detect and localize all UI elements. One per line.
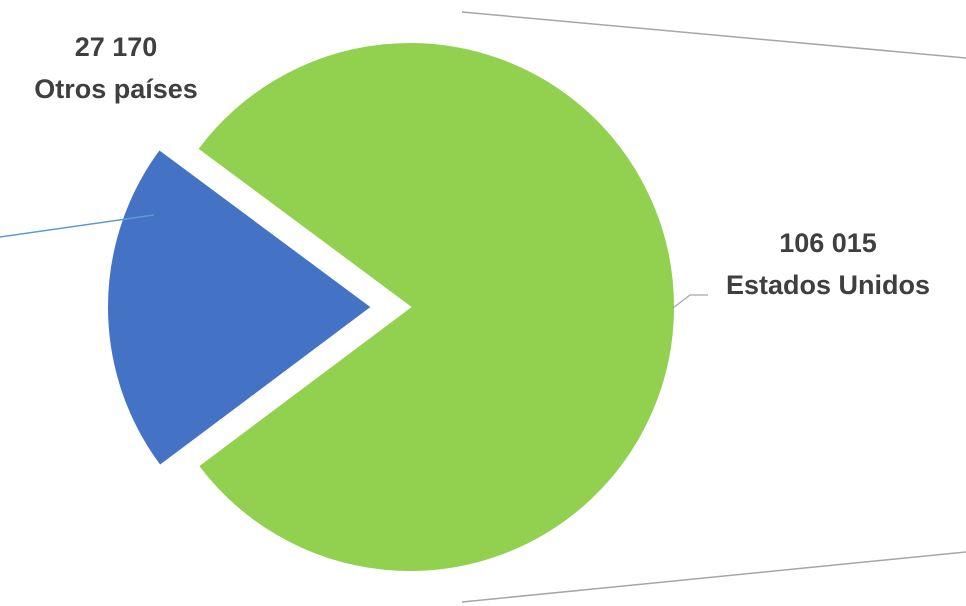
data-label-value-otros-paises: 27 170 <box>75 32 158 62</box>
leader-line-estados-unidos <box>672 294 708 309</box>
data-label-name-otros-paises: Otros países <box>34 74 198 104</box>
data-label-name-estados-unidos: Estados Unidos <box>726 270 930 300</box>
data-label-value-estados-unidos: 106 015 <box>779 228 877 258</box>
pie-slice-otros-paises <box>106 147 374 468</box>
connector-line-bottom <box>461 551 966 603</box>
leader-line-otros-paises <box>0 214 155 238</box>
connector-line-top <box>461 11 966 59</box>
